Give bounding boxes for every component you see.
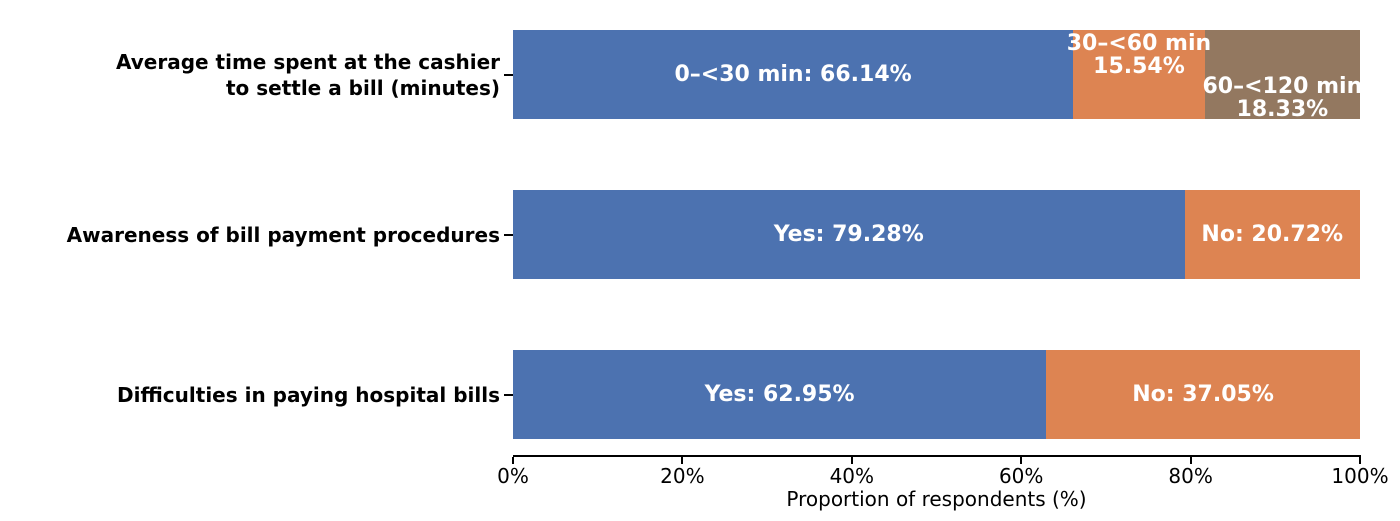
bar-segment-yes: Yes: 79.28% [513, 190, 1185, 279]
bar-segment-30-60-min: 30–<60 min 15.54% [1067, 30, 1211, 119]
y-tick [504, 73, 513, 76]
bar-segment-label: Yes: 79.28% [774, 223, 924, 246]
bar-segment-no: No: 20.72% [1184, 190, 1360, 279]
bar-row: Yes: 62.95% No: 37.05% [513, 350, 1360, 439]
bar-row: Yes: 79.28% No: 20.72% [513, 190, 1360, 279]
category-label-difficulties-in-paying-h: Difficulties in paying hospital bills [0, 350, 506, 439]
y-tick [504, 393, 513, 396]
x-tick [1359, 457, 1361, 464]
bar-segment-no: No: 37.05% [1046, 350, 1360, 439]
bar-segment-label-line: 0–<30 min: 66.14% [674, 62, 912, 87]
bar-segment-label: Yes: 62.95% [705, 383, 855, 406]
y-tick [504, 233, 513, 236]
bar-segment-label-line: Yes: 79.28% [773, 222, 924, 247]
x-tick [850, 457, 853, 464]
x-tick-label: 20% [660, 464, 705, 488]
bar-segment-label-line: No: 37.05% [1132, 382, 1274, 407]
bar-row: 0–<30 min: 66.14% 30–<60 min 15.54% 60–<120… [513, 30, 1362, 121]
x-tick-label: 40% [829, 464, 875, 488]
bar-segment-label: No: 37.05% [1132, 383, 1274, 406]
x-tick-label: 0% [497, 464, 529, 488]
x-tick-label: 80% [1168, 464, 1213, 488]
x-tick [512, 457, 514, 464]
x-tick [1189, 457, 1192, 464]
bar-segment-0-30-min: 0–<30 min: 66.14% [513, 30, 1074, 119]
category-label-line: Average time spent at the cashier [115, 49, 500, 74]
bar-segment-label-line: No: 20.72% [1201, 222, 1344, 247]
bar-segment-label-line: Yes: 62.95% [704, 382, 855, 407]
x-axis-line [513, 455, 1361, 457]
category-label-awareness-of-bill-paymen: Awareness of bill payment procedures [0, 190, 506, 279]
category-label-line: to settle a bill (minutes) [225, 75, 500, 100]
x-tick [1020, 457, 1023, 464]
category-label-line: Awareness of bill payment procedures [66, 222, 500, 247]
bar-segment-60-120-min: 60–<120 min 18.33% [1202, 30, 1362, 121]
category-label-average-time-spent-at-th: Average time spent at the cashier to sett… [0, 30, 506, 119]
bar-segment-label: No: 20.72% [1201, 223, 1343, 246]
x-tick-label: 100% [1331, 464, 1389, 488]
bar-segment-label-line: 60–<120 min [1202, 74, 1363, 99]
bar-segment-label-line: 15.54% [1093, 54, 1185, 79]
bar-segment-yes: Yes: 62.95% [513, 350, 1047, 439]
bar-segment-label: 30–<60 min 15.54% [1067, 32, 1211, 78]
bar-segment-label: 0–<30 min: 66.14% [674, 63, 911, 86]
x-tick [681, 457, 684, 464]
x-tick-label: 60% [998, 464, 1044, 488]
category-label-line: Difficulties in paying hospital bills [117, 382, 500, 407]
bar-segment-label-line: 30–<60 min [1066, 31, 1212, 56]
bar-segment-label-line: 18.33% [1236, 97, 1329, 122]
bar-segment-label: 60–<120 min 18.33% [1202, 75, 1362, 121]
x-axis-title: Proportion of respondents (%) [786, 487, 1087, 511]
